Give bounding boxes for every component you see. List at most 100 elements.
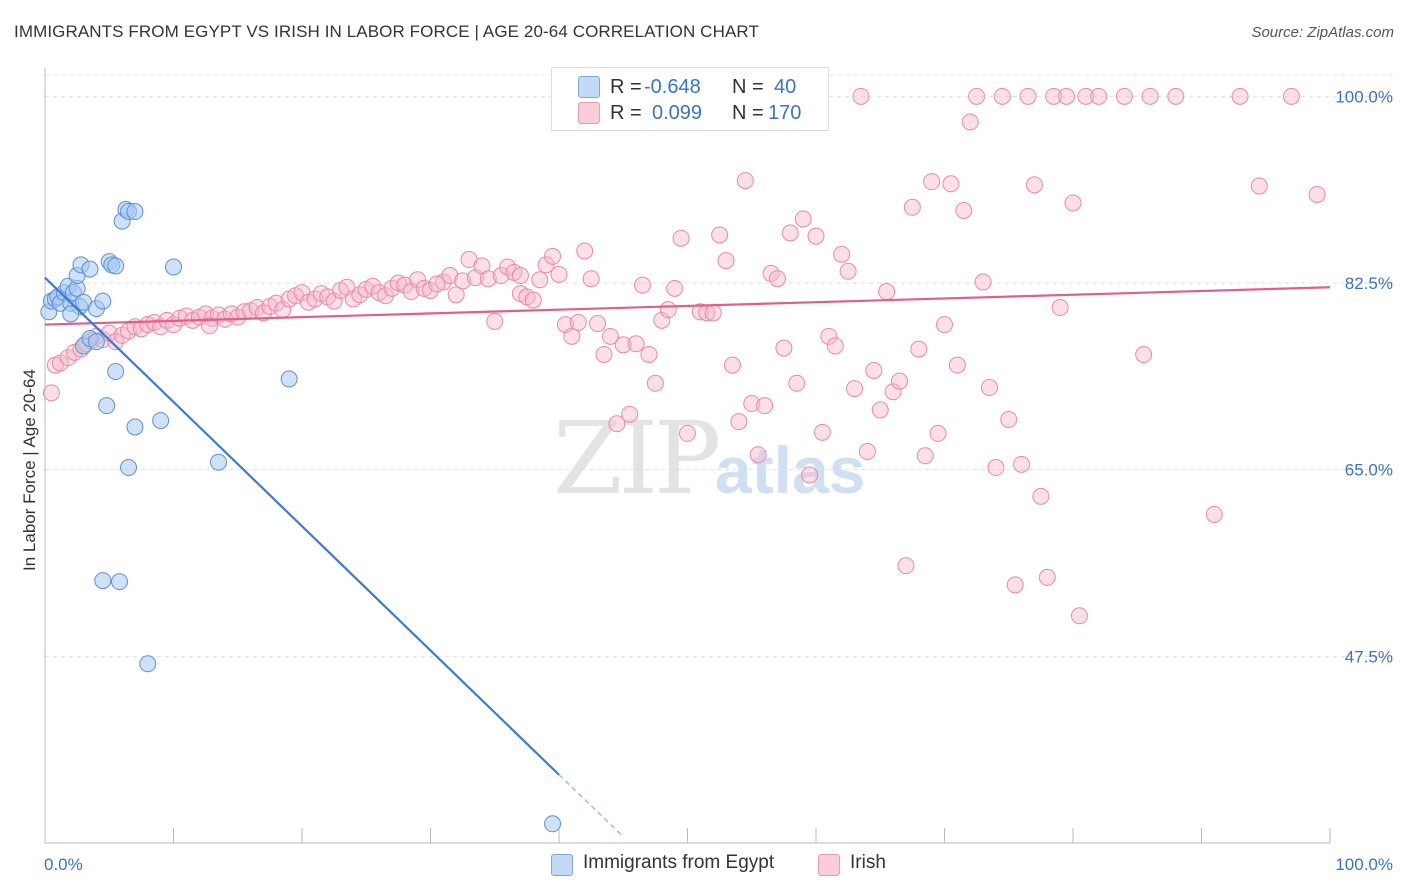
irish-point xyxy=(704,304,722,322)
irish-point xyxy=(422,281,439,299)
irish-point xyxy=(1077,87,1095,105)
irish-point xyxy=(42,384,60,402)
irish-point xyxy=(1019,87,1037,105)
egypt-point xyxy=(126,418,144,436)
irish-point xyxy=(929,424,947,442)
irish-point xyxy=(717,252,735,270)
irish-point xyxy=(1167,87,1185,105)
irish-point xyxy=(537,256,555,274)
irish-point xyxy=(833,245,851,263)
irish-point xyxy=(479,270,497,288)
irish-point xyxy=(107,333,125,351)
egypt-point xyxy=(120,459,138,477)
source-label: Source: ZipAtlas.com xyxy=(1251,24,1394,41)
irish-point xyxy=(936,316,953,334)
irish-point xyxy=(897,557,915,575)
irish-point xyxy=(576,242,594,260)
irish-point xyxy=(595,345,613,363)
x-tick-label: 0.0% xyxy=(44,855,83,874)
legend-n-value: 40 xyxy=(774,76,797,98)
egypt-point xyxy=(87,333,105,351)
irish-point xyxy=(621,405,639,423)
legend-n-label: N = xyxy=(732,102,764,124)
irish-point xyxy=(1000,411,1018,429)
irish-point xyxy=(200,317,218,335)
irish-point xyxy=(781,224,799,242)
irish-point xyxy=(871,401,889,419)
irish-point xyxy=(801,466,819,484)
irish-point xyxy=(813,423,831,441)
bottom-legend-swatch-irish xyxy=(818,854,840,876)
irish-point xyxy=(1038,568,1056,586)
egypt-point xyxy=(111,573,129,591)
irish-point xyxy=(608,415,626,433)
irish-point xyxy=(511,267,529,285)
irish-point xyxy=(1051,299,1069,317)
irish-point xyxy=(987,459,1005,477)
irish-point xyxy=(409,271,427,289)
irish-point xyxy=(254,304,272,322)
irish-point xyxy=(1045,87,1063,105)
irish-point xyxy=(903,198,921,216)
irish-point xyxy=(916,447,934,465)
irish-point xyxy=(524,291,542,309)
irish-point xyxy=(691,303,709,321)
irish-point xyxy=(389,274,407,292)
egypt-point xyxy=(126,203,144,221)
irish-point xyxy=(723,356,741,374)
egypt-point xyxy=(209,453,227,471)
irish-point xyxy=(923,173,941,191)
egypt-point xyxy=(152,412,170,430)
x-tick-label: 100.0% xyxy=(1335,855,1393,874)
egypt-point xyxy=(81,260,99,278)
irish-point xyxy=(415,279,433,297)
irish-point xyxy=(961,113,979,131)
irish-point xyxy=(736,172,754,190)
irish-point xyxy=(434,273,452,291)
irish-point xyxy=(993,87,1011,105)
irish-point xyxy=(1025,176,1043,194)
irish-point xyxy=(1250,177,1268,195)
irish-trend-line xyxy=(44,286,1331,326)
legend-r-value: 0.099 xyxy=(652,102,703,124)
irish-point xyxy=(1013,455,1031,473)
egypt-point xyxy=(107,363,125,381)
egypt-point xyxy=(62,305,80,323)
egypt-point xyxy=(139,655,157,673)
egypt-point xyxy=(94,292,112,310)
irish-point xyxy=(364,277,382,295)
irish-point xyxy=(1032,487,1050,505)
irish-point xyxy=(1115,87,1133,105)
irish-point xyxy=(627,335,645,353)
irish-point xyxy=(640,345,658,363)
irish-point xyxy=(1090,87,1108,105)
irish-point xyxy=(820,327,838,345)
irish-point xyxy=(653,311,671,329)
irish-point xyxy=(1141,87,1159,105)
irish-point xyxy=(878,283,896,301)
egypt-point xyxy=(98,397,116,415)
irish-point xyxy=(730,413,748,431)
y-tick-label: 100.0% xyxy=(1335,87,1393,106)
irish-point xyxy=(807,227,825,245)
irish-point xyxy=(788,374,806,392)
egypt-point xyxy=(165,258,182,276)
irish-point xyxy=(980,379,998,397)
irish-point xyxy=(582,270,600,288)
irish-point xyxy=(968,87,986,105)
irish-point xyxy=(569,313,587,331)
irish-point xyxy=(1064,194,1082,212)
irish-point xyxy=(891,372,909,390)
watermark-zip: ZIP xyxy=(553,400,721,517)
irish-point xyxy=(1308,185,1326,203)
legend-r-value: -0.648 xyxy=(644,76,701,98)
irish-point xyxy=(1205,505,1223,523)
y-tick-label: 65.0% xyxy=(1345,461,1393,480)
irish-point xyxy=(852,87,870,105)
irish-point xyxy=(1231,87,1249,105)
irish-point xyxy=(531,271,549,289)
irish-point xyxy=(1282,87,1300,105)
y-tick-label: 82.5% xyxy=(1345,274,1393,293)
egypt-point xyxy=(280,370,298,388)
irish-point xyxy=(1006,576,1024,594)
